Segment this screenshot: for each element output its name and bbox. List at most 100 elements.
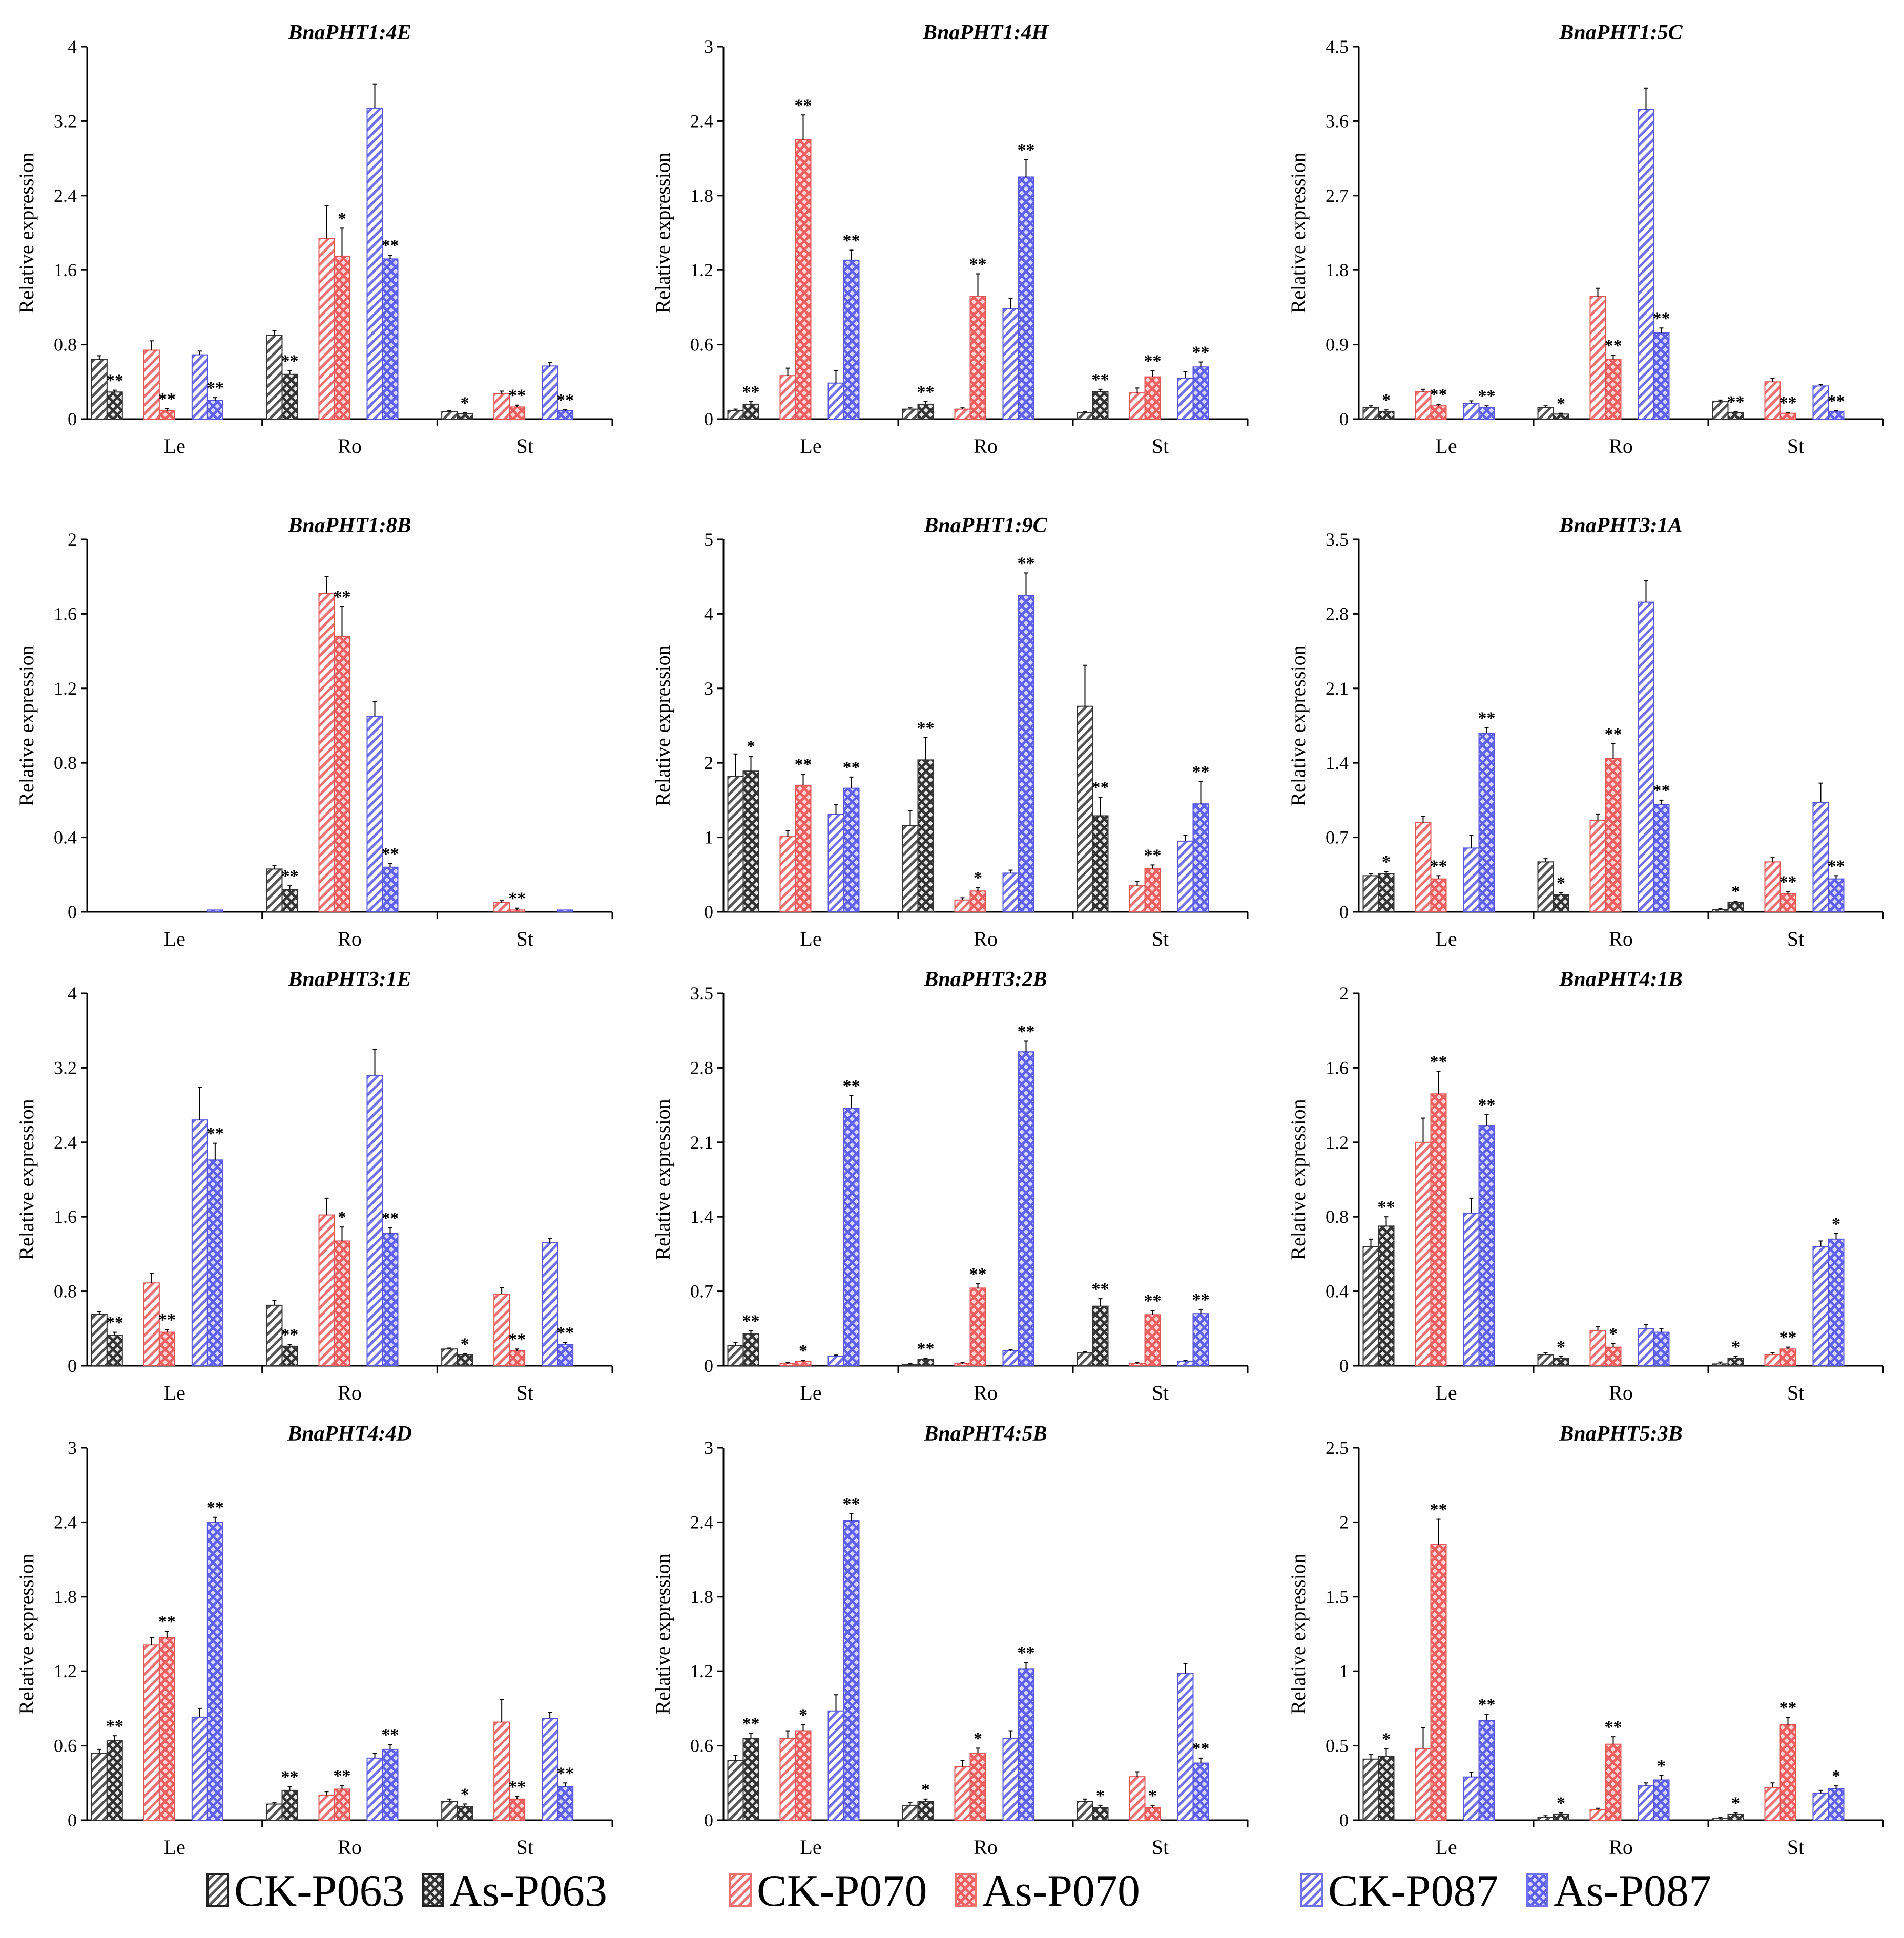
bar bbox=[1712, 909, 1729, 912]
y-tick-label: 0.8 bbox=[54, 1281, 77, 1302]
bar bbox=[954, 408, 971, 420]
y-axis-label: Relative expression bbox=[1287, 1553, 1310, 1714]
bar bbox=[1812, 1793, 1829, 1821]
legend-label: As-P087 bbox=[1554, 1866, 1711, 1916]
significance-mark: ** bbox=[1430, 1501, 1447, 1519]
y-tick-label: 2.4 bbox=[690, 111, 713, 131]
y-tick-label: 3 bbox=[704, 36, 713, 57]
bar bbox=[542, 365, 558, 420]
significance-mark: ** bbox=[334, 1766, 351, 1785]
y-tick-label: 0 bbox=[68, 409, 77, 429]
y-axis-label: Relative expression bbox=[651, 1553, 674, 1714]
bar bbox=[742, 1738, 759, 1821]
bar bbox=[742, 1333, 759, 1367]
significance-mark: ** bbox=[1779, 393, 1797, 412]
bar bbox=[1605, 359, 1622, 420]
bar bbox=[1553, 413, 1569, 420]
significance-mark: ** bbox=[1192, 343, 1210, 362]
bar bbox=[1553, 1358, 1569, 1366]
bar bbox=[902, 1804, 919, 1821]
significance-mark: * bbox=[461, 1335, 469, 1353]
bar bbox=[1077, 412, 1093, 420]
significance-mark: ** bbox=[1018, 1022, 1035, 1041]
bar bbox=[1415, 391, 1432, 420]
bar bbox=[457, 1354, 473, 1366]
chart-panel: BnaPHT4:1B Relative expression 0 0.4 0.8 1.2 1… bbox=[1287, 968, 1884, 1404]
significance-mark: ** bbox=[1092, 778, 1109, 797]
y-tick-label: 1.2 bbox=[690, 260, 713, 280]
bar bbox=[266, 1304, 283, 1367]
significance-mark: * bbox=[1382, 1729, 1391, 1748]
x-tick-label: Le bbox=[164, 1381, 185, 1404]
bar bbox=[91, 1753, 108, 1821]
chart-title: BnaPHT1:4H bbox=[922, 21, 1049, 45]
bar bbox=[106, 1740, 123, 1821]
bar bbox=[158, 410, 175, 420]
bar bbox=[1553, 1814, 1569, 1821]
bar bbox=[827, 382, 844, 420]
significance-mark: ** bbox=[508, 1330, 526, 1349]
bar bbox=[1589, 1809, 1606, 1821]
significance-mark: ** bbox=[281, 867, 299, 886]
y-tick-label: 3 bbox=[704, 678, 713, 699]
bar bbox=[382, 866, 399, 913]
significance-mark: * bbox=[1557, 1794, 1565, 1812]
significance-mark: ** bbox=[334, 588, 351, 607]
bar bbox=[266, 335, 283, 420]
significance-mark: * bbox=[1557, 874, 1565, 893]
legend-label: As-P070 bbox=[982, 1866, 1140, 1916]
y-tick-label: 1.2 bbox=[54, 1661, 77, 1681]
bar bbox=[206, 1522, 223, 1821]
bar bbox=[1638, 1328, 1654, 1367]
bar bbox=[1430, 1544, 1447, 1821]
y-tick-label: 1.6 bbox=[54, 1206, 77, 1227]
bar bbox=[1002, 1738, 1019, 1821]
bar bbox=[1430, 405, 1447, 420]
chart-title: BnaPHT1:8B bbox=[287, 514, 411, 537]
bar bbox=[954, 1363, 971, 1366]
bar bbox=[1144, 1807, 1161, 1821]
legend-swatch bbox=[955, 1873, 977, 1907]
y-tick-label: 2.5 bbox=[1326, 1437, 1349, 1458]
bar bbox=[509, 406, 526, 420]
bar bbox=[1177, 378, 1194, 420]
bar bbox=[1828, 1238, 1845, 1367]
significance-mark: ** bbox=[1653, 781, 1670, 800]
bar bbox=[1018, 595, 1034, 913]
legend-label: CK-P070 bbox=[757, 1866, 927, 1916]
bar bbox=[493, 1721, 510, 1821]
bar bbox=[1415, 1141, 1432, 1367]
bar bbox=[1589, 296, 1606, 420]
bar bbox=[1430, 1093, 1447, 1367]
significance-mark: * bbox=[461, 393, 469, 412]
significance-mark: ** bbox=[1430, 385, 1447, 404]
bar bbox=[1430, 878, 1447, 912]
bar bbox=[954, 1766, 971, 1821]
legend: CK-P063 As-P063 CK-P070 As-P070 CK-P087 As-P0… bbox=[206, 1866, 1711, 1916]
y-axis-label: Relative expression bbox=[651, 152, 674, 313]
legend-item-ck063: CK-P063 bbox=[206, 1866, 405, 1916]
bar bbox=[1002, 308, 1019, 420]
bar bbox=[557, 410, 574, 420]
bar bbox=[1764, 861, 1781, 912]
bar bbox=[1812, 802, 1829, 913]
bar bbox=[1192, 1313, 1209, 1366]
y-axis-label: Relative expression bbox=[15, 152, 38, 313]
significance-mark: ** bbox=[1430, 857, 1447, 876]
bar bbox=[1144, 868, 1161, 912]
bar bbox=[1764, 1354, 1781, 1366]
y-tick-label: 2.7 bbox=[1326, 185, 1349, 206]
chart-panel: BnaPHT1:8B Relative expression 0 0.4 0.8 1.2 1… bbox=[15, 514, 613, 950]
bar bbox=[1002, 1350, 1019, 1366]
chart-title: BnaPHT1:4E bbox=[287, 21, 411, 45]
chart-title: BnaPHT5:3B bbox=[1559, 1422, 1682, 1446]
bar bbox=[1077, 705, 1093, 913]
y-axis-label: Relative expression bbox=[1287, 645, 1310, 806]
significance-mark: * bbox=[747, 737, 755, 756]
y-tick-label: 0.6 bbox=[690, 335, 713, 355]
bar bbox=[318, 238, 335, 420]
bar bbox=[334, 255, 350, 420]
significance-mark: ** bbox=[106, 371, 123, 390]
bar bbox=[493, 902, 510, 912]
